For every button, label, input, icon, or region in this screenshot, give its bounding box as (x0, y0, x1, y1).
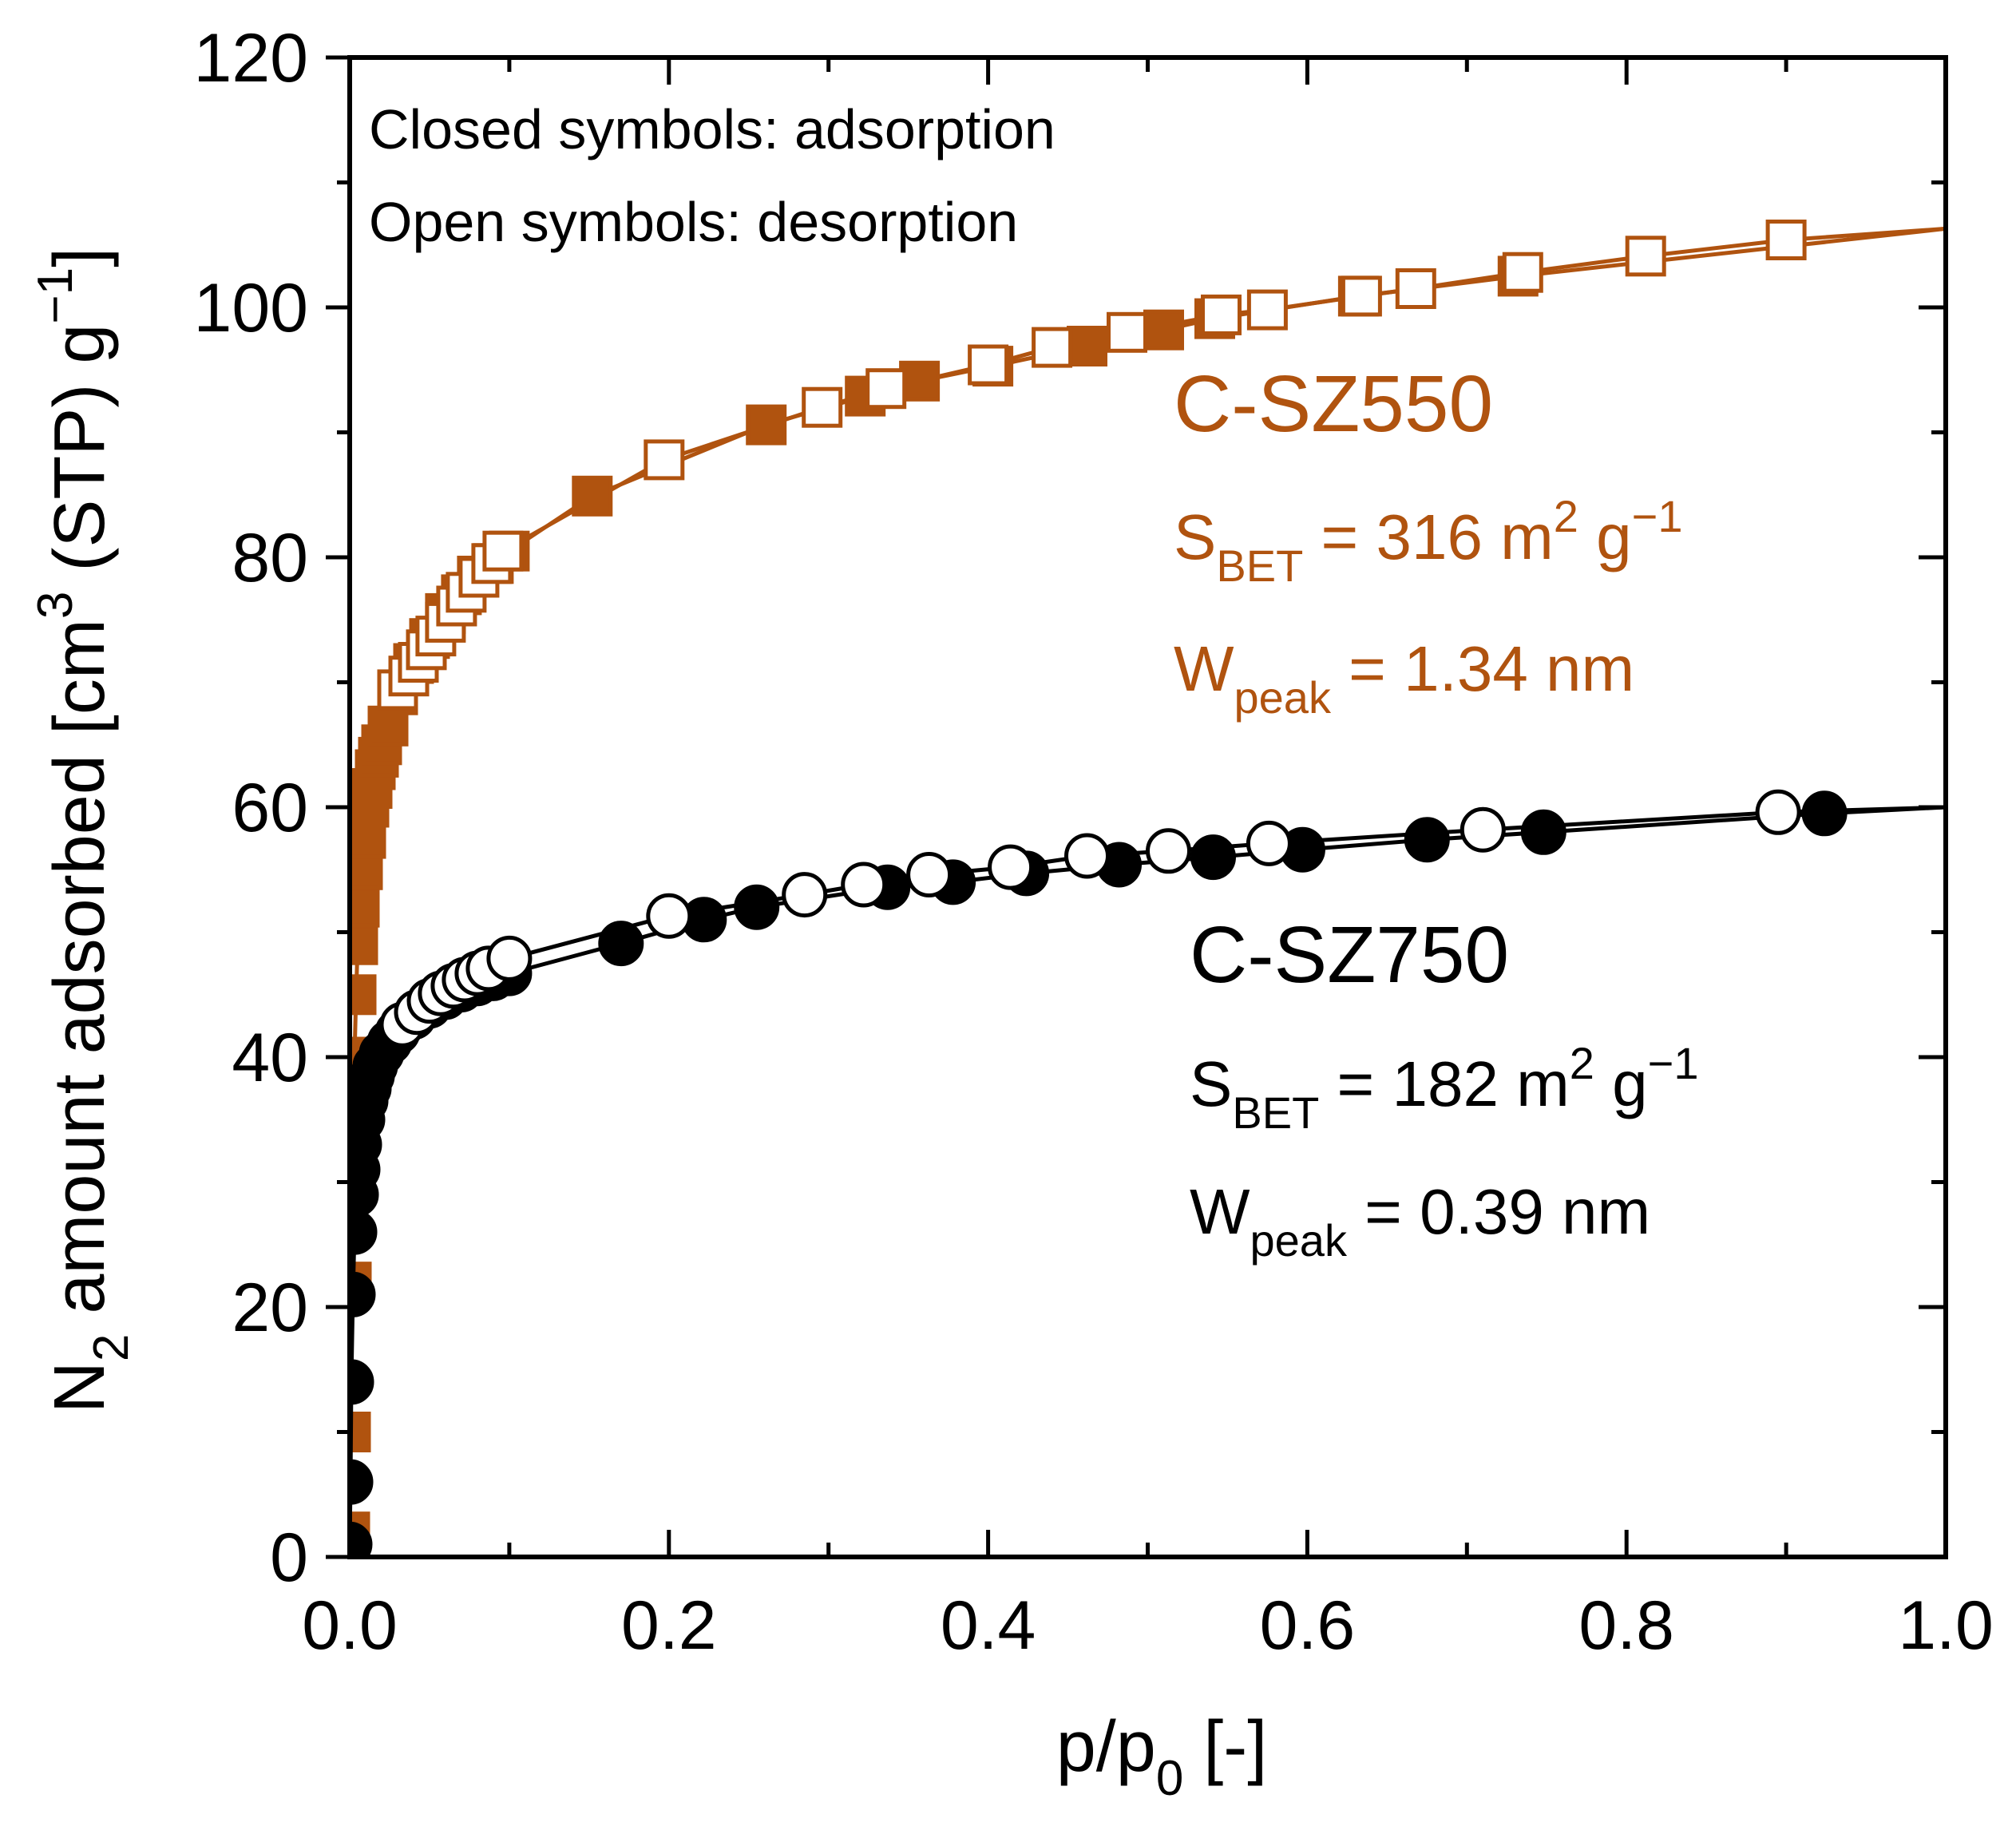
note-adsorption: Closed symbols: adsorption (369, 98, 1056, 160)
adsorption-point-csz750-23 (598, 921, 644, 967)
desorption-point-csz550-16 (1107, 311, 1147, 353)
wpeak-label-csz750: Wpeak = 0.39 nm (1190, 1176, 1650, 1266)
y-tick-label: 60 (232, 770, 308, 846)
desorption-point-csz750-8 (486, 935, 533, 981)
adsorption-point-csz750-30 (1190, 834, 1236, 881)
series-label-csz750: C-SZ750 (1190, 910, 1509, 1000)
desorption-point-csz550-19 (1341, 275, 1382, 317)
desorption-point-csz750-10 (782, 872, 828, 918)
y-axis-title: N2 amount adsorbed [cm3 (STP) g−1] (28, 248, 139, 1413)
adsorption-point-csz750-25 (734, 884, 780, 930)
desorption-point-csz750-18 (1755, 789, 1801, 835)
desorption-point-csz550-10 (482, 530, 524, 572)
note-desorption: Open symbols: desorption (369, 191, 1018, 253)
adsorption-point-csz550-30 (1143, 309, 1184, 351)
adsorption-point-csz550-24 (572, 475, 613, 517)
x-tick-label: 0.8 (1578, 1587, 1674, 1664)
desorption-point-csz550-20 (1395, 268, 1436, 309)
adsorption-point-csz750-3 (350, 1271, 376, 1317)
adsorption-point-csz750-4 (350, 1209, 378, 1255)
adsorption-point-csz750-32 (1404, 817, 1450, 863)
y-tick-label: 40 (232, 1020, 308, 1096)
y-tick-label: 120 (194, 20, 309, 97)
adsorption-point-csz550-29 (1067, 326, 1107, 366)
plot-area (350, 220, 1946, 1557)
desorption-line-csz550 (396, 226, 1946, 691)
plot-clip-group (350, 220, 1946, 1557)
desorption-point-csz750-13 (988, 844, 1034, 890)
desorption-point-csz550-15 (1032, 327, 1073, 368)
series-label-csz550: C-SZ550 (1174, 359, 1493, 449)
y-tick-label: 0 (270, 1519, 308, 1596)
desorption-point-csz550-12 (802, 386, 843, 428)
adsorption-point-csz550-7 (350, 886, 380, 928)
desorption-point-csz550-21 (1502, 252, 1543, 293)
desorption-point-csz550-17 (1201, 294, 1242, 335)
wpeak-label-csz550: Wpeak = 1.34 nm (1174, 633, 1634, 723)
adsorption-line-csz550 (350, 226, 1946, 1532)
plot-frame (347, 55, 1948, 1559)
axes: 0.0 0.2 0.4 0.6 0.8 1.0 0 20 40 60 80 100 120 (194, 20, 1994, 1664)
y-tick-label: 20 (232, 1270, 308, 1346)
adsorption-point-csz550-27 (899, 360, 941, 402)
desorption-point-csz550-13 (865, 368, 907, 410)
desorption-point-csz750-9 (646, 893, 692, 939)
x-tick-label: 0.0 (302, 1587, 398, 1664)
desorption-point-csz550-18 (1246, 289, 1288, 331)
adsorption-point-csz750-34 (1801, 790, 1848, 837)
adsorption-point-csz550-25 (746, 404, 787, 446)
desorption-point-csz550-11 (644, 439, 685, 481)
sbet-label-csz750: SBET = 182 m2 g−1 (1190, 1038, 1699, 1138)
desorption-point-csz550-22 (1625, 236, 1666, 277)
x-axis-title: p/p0 [-] (1056, 1707, 1268, 1806)
desorption-point-csz750-14 (1064, 833, 1110, 879)
adsorption-point-csz750-0 (350, 1521, 373, 1557)
desorption-point-csz550-23 (1765, 220, 1807, 260)
y-tick-label: 100 (194, 270, 309, 347)
desorption-point-csz750-11 (841, 862, 887, 908)
sbet-label-csz550: SBET = 316 m2 g−1 (1174, 491, 1683, 591)
desorption-point-csz750-15 (1146, 828, 1191, 874)
desorption-point-csz550-14 (968, 344, 1009, 386)
desorption-point-csz750-12 (906, 852, 953, 897)
x-tick-label: 1.0 (1898, 1587, 1994, 1664)
adsorption-point-csz550-5 (350, 974, 377, 1016)
y-tick-label: 80 (232, 520, 308, 596)
x-tick-label: 0.6 (1260, 1587, 1356, 1664)
desorption-point-csz750-17 (1460, 806, 1506, 853)
x-tick-label: 0.4 (941, 1587, 1036, 1664)
adsorption-line-csz750 (350, 805, 1946, 1545)
adsorption-point-csz750-33 (1520, 809, 1566, 855)
desorption-point-csz750-16 (1246, 820, 1292, 866)
x-tick-label: 0.2 (621, 1587, 717, 1664)
